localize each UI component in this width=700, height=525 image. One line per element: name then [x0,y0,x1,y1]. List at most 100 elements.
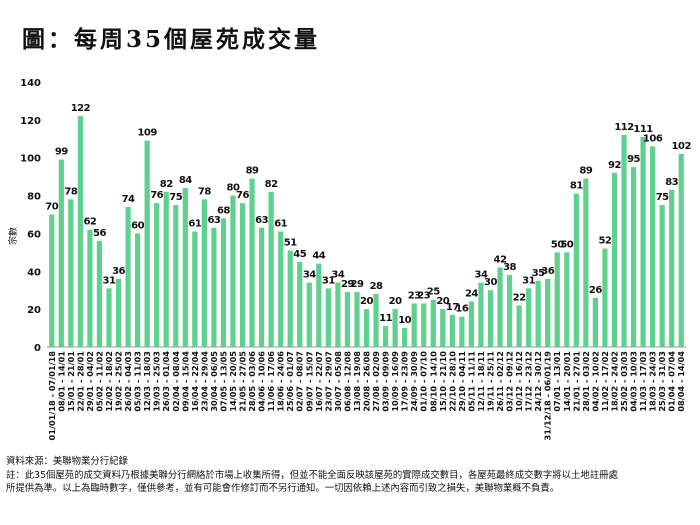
bar [201,199,207,347]
data-label: 38 [503,262,516,273]
data-label: 92 [608,160,621,171]
bar [249,178,255,347]
bar [125,206,131,347]
x-tick-label: 11/06 - 17/06 [266,351,276,412]
x-tick-label: 01/10 - 07/10 [419,351,429,412]
bar [154,203,160,347]
x-tick-label: 23/07 - 29/07 [323,351,333,412]
x-tick-label: 06/08 - 12/08 [342,351,352,412]
data-label: 50 [560,239,573,250]
x-tick-label: 18/02 - 24/02 [609,351,619,412]
bar [478,282,484,347]
bar [392,309,398,347]
bar [659,205,665,347]
data-label: 20 [389,296,402,307]
x-tick-label: 21/05 - 27/05 [238,351,248,412]
bar [258,227,265,347]
x-tick-label: 26/03 - 01/04 [161,351,171,412]
data-label: 62 [83,217,96,228]
x-tick-label: 17/12 - 23/12 [524,351,534,412]
data-label: 68 [217,205,230,216]
bar [506,275,513,347]
data-label: 84 [179,175,192,186]
x-tick-label: 05/11 - 11/11 [466,351,476,412]
data-label: 26 [589,285,602,296]
data-label: 63 [255,215,268,226]
x-tick-label: 21/01 - 27/01 [571,351,581,412]
y-tick-label: 100 [20,154,41,165]
x-tick-label: 29/10 - 04/11 [457,351,467,412]
data-label: 20 [436,296,449,307]
bar [306,282,312,347]
data-label: 89 [579,166,592,177]
x-tick-label: 31/12/18 - 06/01/19 [543,351,553,441]
bar [278,231,284,347]
bar [592,297,598,347]
x-tick-label: 30/04 - 06/05 [209,351,219,412]
x-tick-label: 14/01 - 20/01 [562,351,572,412]
x-tick-label: 23/04 - 29/04 [199,351,209,412]
bar [58,159,64,347]
bar [173,205,179,347]
bar [583,178,589,347]
data-label: 56 [93,228,106,239]
bar [239,203,246,347]
data-label: 89 [246,166,259,177]
bar [182,188,188,347]
bar [497,267,503,347]
bar [192,231,198,347]
x-tick-label: 24/09 - 30/09 [409,351,419,412]
data-label: 82 [265,179,278,190]
bar [602,248,608,347]
data-label: 24 [465,289,478,300]
data-label: 31 [522,275,535,286]
data-label: 61 [188,219,201,230]
data-label: 60 [131,220,144,231]
bar [96,241,103,347]
x-tick-label: 04/02 - 10/02 [590,351,600,412]
data-label: 81 [570,181,583,192]
chart-title: 圖：每周35個屋苑成交量 [22,26,321,53]
data-label: 22 [513,292,526,303]
x-tick-label: 19/03 - 25/03 [152,351,162,412]
bar [678,153,684,347]
x-tick-label: 16/07 - 22/07 [314,351,324,412]
bar [564,252,570,347]
data-label: 29 [341,279,354,290]
bar [440,309,446,347]
x-tick-label: 19/02 - 25/02 [114,351,124,412]
x-tick-label: 19/11 - 25/11 [485,351,495,412]
data-label: 25 [427,287,440,298]
data-label: 75 [169,192,182,203]
bar [135,233,141,347]
bar [335,282,341,347]
bar [49,214,55,347]
x-tick-label: 29/01 - 04/02 [85,351,95,412]
bar [382,326,389,347]
bar [554,252,560,347]
bar [268,191,274,347]
data-label: 29 [351,279,364,290]
data-label: 20 [360,296,373,307]
data-label: 61 [274,219,287,230]
x-tick-label: 17/09 - 23/09 [400,351,410,412]
x-tick-label: 25/03 - 31/03 [657,351,667,412]
data-label: 10 [398,315,411,326]
y-tick-label: 60 [27,229,41,240]
x-tick-label: 16/04 - 22/04 [190,351,200,412]
bar [421,303,427,347]
x-tick-label: 25/06 - 01/07 [285,351,295,412]
bar [516,305,522,347]
y-tick-label: 140 [20,78,41,89]
data-label: 95 [627,154,640,165]
bar [402,328,408,347]
x-tick-label: 10/09 - 16/09 [390,351,400,412]
bar [611,172,618,347]
x-tick-label: 04/06 - 10/06 [257,351,267,412]
data-label: 99 [55,147,68,158]
data-label: 112 [614,122,634,133]
bar [640,136,646,347]
data-label: 28 [370,281,383,292]
data-label: 45 [293,249,306,260]
data-label: 11 [379,313,392,324]
